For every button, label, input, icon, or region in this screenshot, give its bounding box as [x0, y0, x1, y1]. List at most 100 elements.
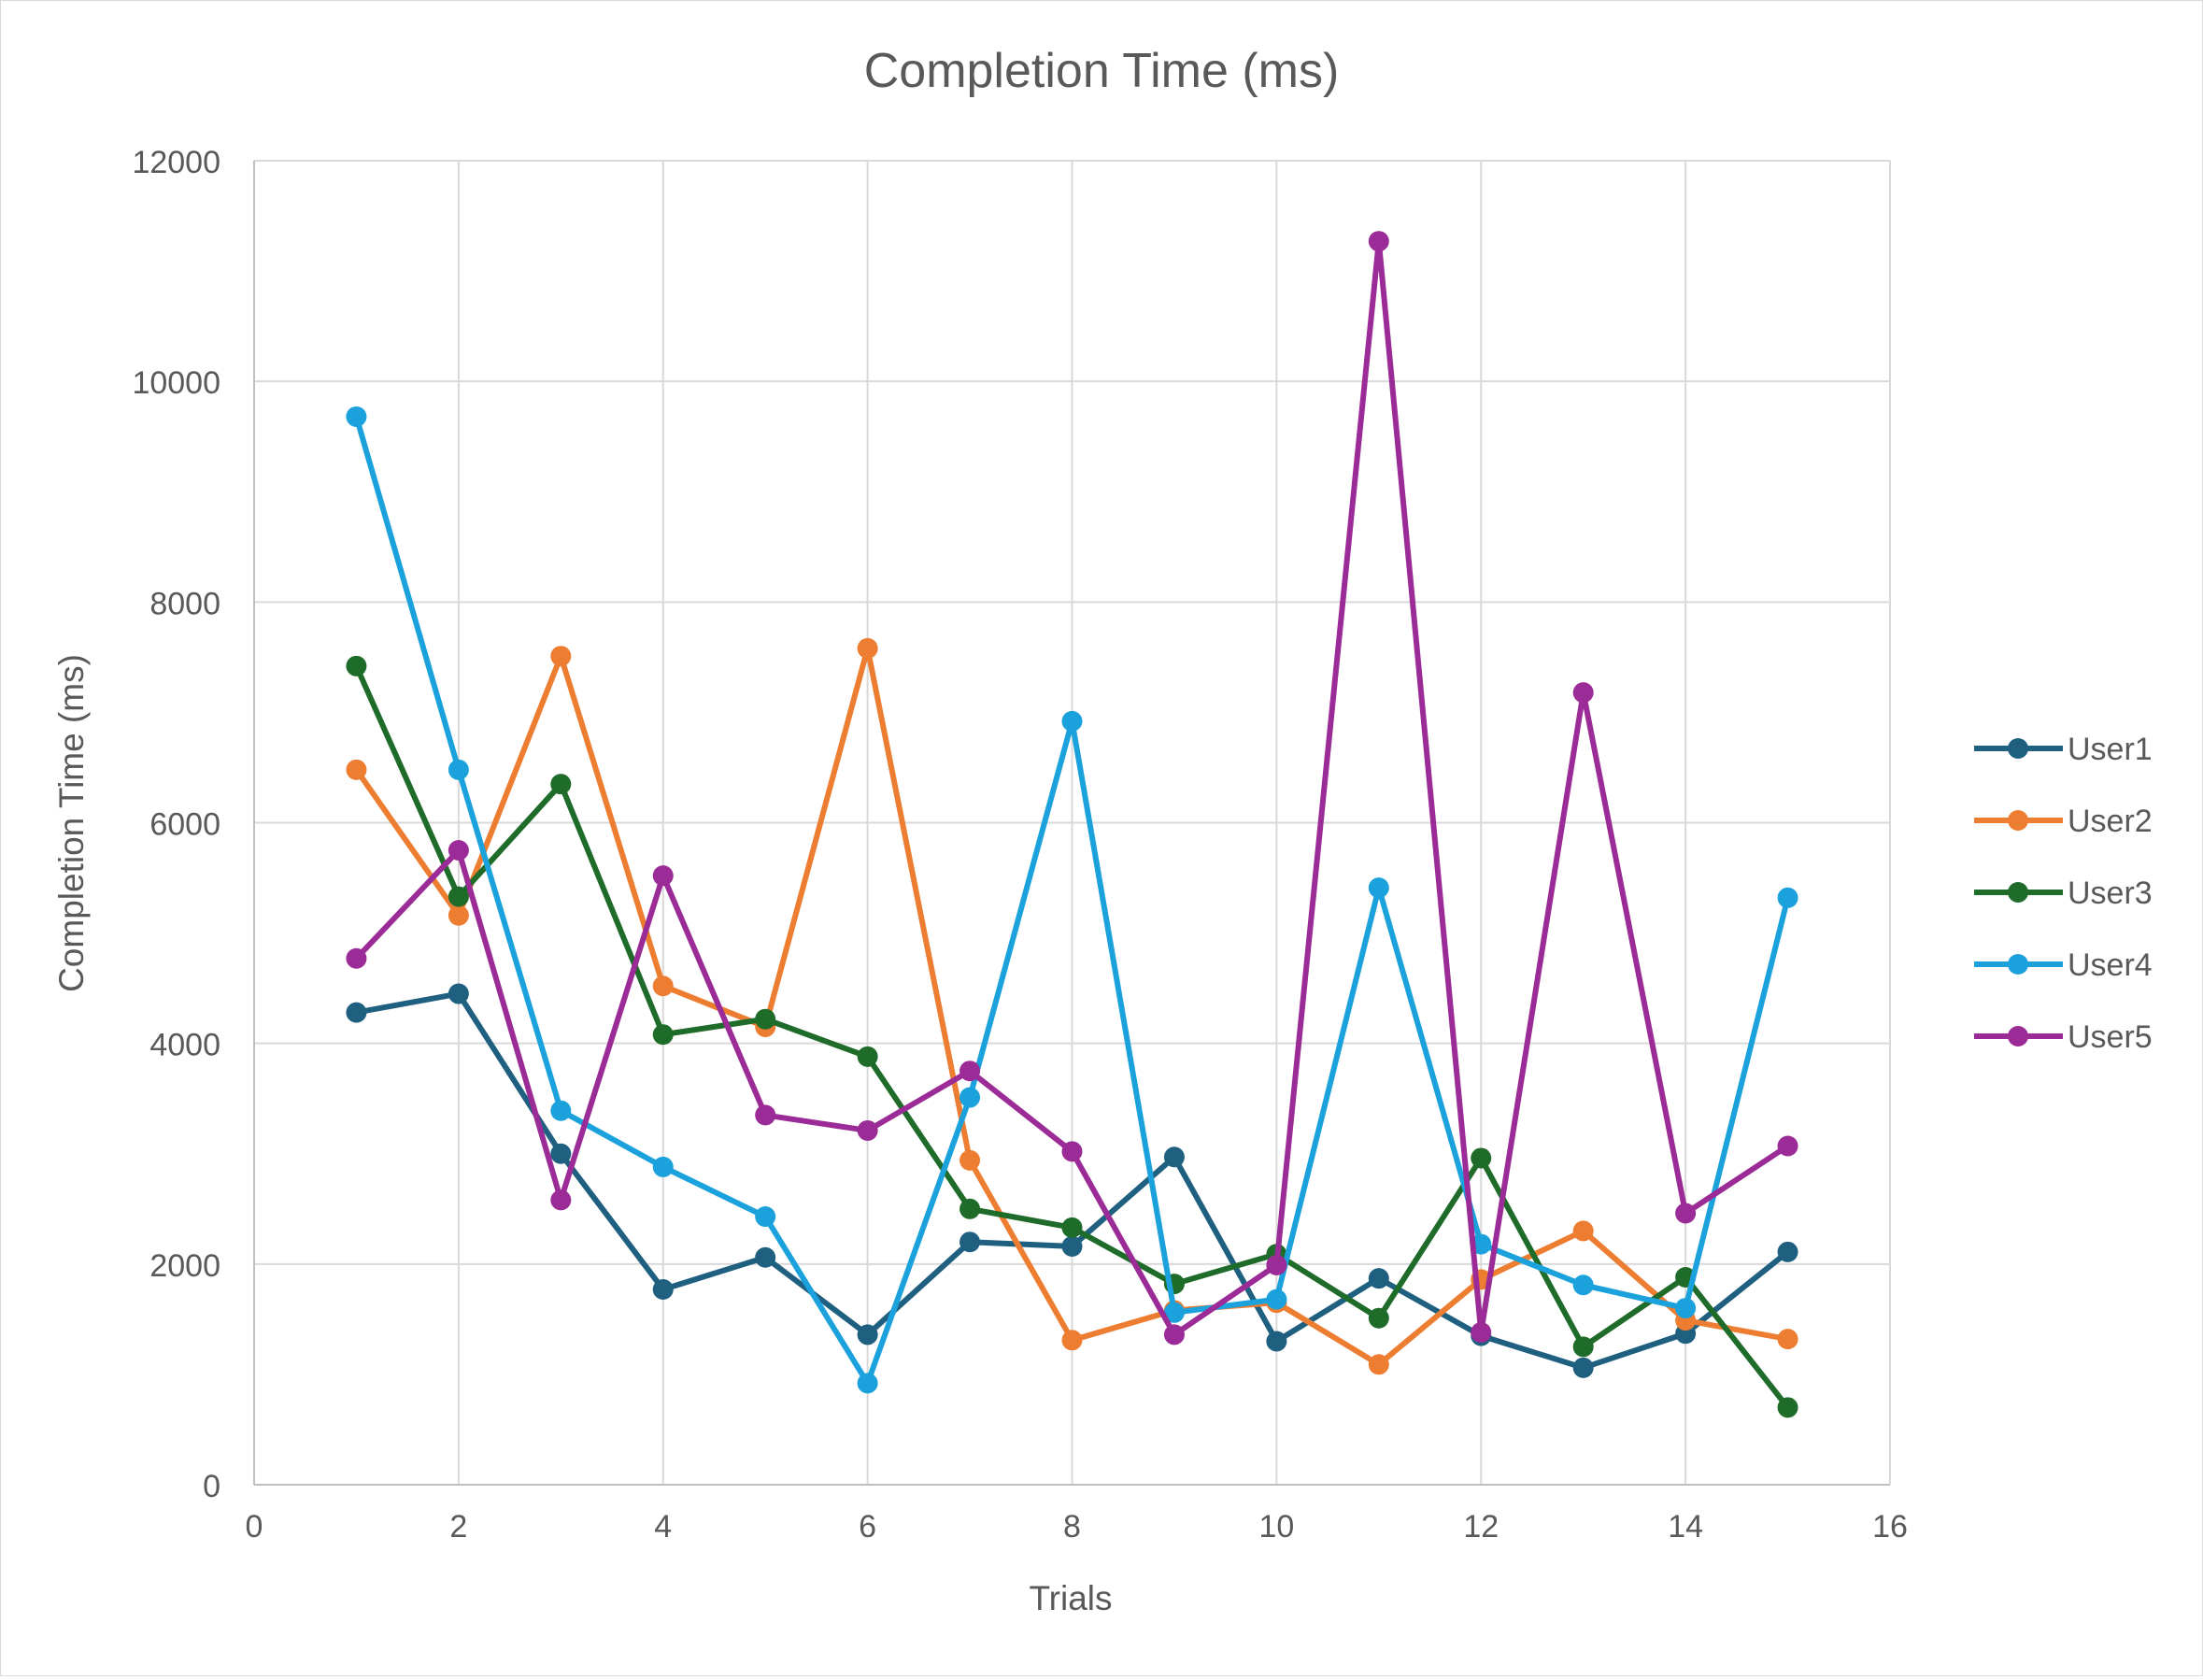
data-point [448, 840, 469, 861]
data-point [1163, 1324, 1185, 1345]
series-group [346, 231, 1798, 1418]
y-tick-label: 6000 [149, 807, 220, 843]
data-point [1368, 877, 1389, 899]
data-point [1572, 1336, 1594, 1358]
legend-item: User1 [1974, 732, 2153, 767]
data-point [346, 947, 367, 969]
legend-label: User3 [2068, 876, 2153, 911]
x-tick-label: 16 [1872, 1509, 1908, 1545]
legend-marker [2008, 1026, 2028, 1046]
data-point [755, 1008, 776, 1030]
data-point [448, 904, 469, 926]
legend: User1 User2 User3 User4 User5 [1974, 732, 2153, 1055]
x-tick-label: 6 [859, 1509, 876, 1545]
x-tick-label: 4 [654, 1509, 672, 1545]
data-point [1777, 1329, 1798, 1350]
x-axis-label: Trials [1029, 1579, 1112, 1617]
data-point [857, 1373, 878, 1394]
data-point [1061, 1217, 1083, 1238]
data-point [1266, 1255, 1287, 1276]
data-point [1777, 887, 1798, 908]
data-point [652, 1278, 674, 1300]
data-point [1061, 1235, 1083, 1257]
y-tick-label: 0 [203, 1469, 220, 1504]
data-point [857, 1324, 878, 1345]
data-point [1061, 1141, 1083, 1162]
legend-marker [2008, 810, 2028, 831]
data-point [959, 1061, 981, 1082]
data-point [550, 1100, 572, 1121]
data-point [1572, 682, 1594, 704]
data-point [755, 1104, 776, 1126]
data-point [1471, 1322, 1492, 1344]
legend-item: User4 [1974, 947, 2153, 983]
data-point [550, 1143, 572, 1164]
data-point [652, 975, 674, 997]
legend-marker [2008, 882, 2028, 903]
chart-title: Completion Time (ms) [864, 44, 1340, 98]
x-tick-label: 2 [449, 1509, 467, 1545]
data-point [1061, 1330, 1083, 1351]
x-tick-label: 8 [1063, 1509, 1081, 1545]
data-point [346, 655, 367, 676]
data-point [1368, 1354, 1389, 1375]
legend-marker [2008, 954, 2028, 975]
data-point [857, 637, 878, 659]
data-point [346, 759, 367, 780]
legend-label: User5 [2068, 1019, 2153, 1055]
data-point [1572, 1357, 1594, 1378]
data-point [550, 774, 572, 795]
data-point [1266, 1331, 1287, 1352]
legend-label: User2 [2068, 804, 2153, 839]
data-point [1163, 1146, 1185, 1168]
data-point [1368, 1268, 1389, 1289]
x-tick-label: 0 [246, 1509, 263, 1545]
x-tick-label: 14 [1668, 1509, 1703, 1545]
data-point [448, 886, 469, 907]
data-point [1368, 231, 1389, 252]
y-tick-label: 12000 [132, 145, 220, 180]
data-point [959, 1198, 981, 1219]
legend-item: User5 [1974, 1019, 2153, 1055]
data-point [1572, 1274, 1594, 1296]
y-axis-label: Completion Time (ms) [52, 654, 91, 992]
data-point [1572, 1220, 1594, 1242]
data-point [1061, 710, 1083, 732]
data-point [652, 1156, 674, 1177]
y-tick-label: 2000 [149, 1248, 220, 1284]
data-point [346, 406, 367, 427]
data-point [755, 1206, 776, 1228]
data-point [959, 1087, 981, 1108]
data-point [550, 646, 572, 667]
data-point [1675, 1298, 1697, 1319]
data-point [448, 983, 469, 1004]
x-tick-label: 12 [1463, 1509, 1499, 1545]
legend-item: User3 [1974, 876, 2153, 911]
axes: 0 2000 4000 6000 8000 10000 12000 0 2 4 6 8 10 12 14 16 [132, 145, 1907, 1545]
legend-item: User2 [1974, 804, 2153, 839]
data-point [959, 1232, 981, 1253]
data-point [1777, 1135, 1798, 1157]
data-point [755, 1246, 776, 1268]
legend-marker [2008, 738, 2028, 759]
legend-label: User4 [2068, 947, 2153, 983]
data-point [959, 1149, 981, 1171]
series-user5 [346, 231, 1798, 1345]
data-point [1163, 1302, 1185, 1323]
data-point [1368, 1307, 1389, 1329]
data-point [1266, 1288, 1287, 1310]
series-user4 [346, 406, 1798, 1394]
y-tick-label: 8000 [149, 586, 220, 621]
data-point [857, 1046, 878, 1067]
data-point [1675, 1203, 1697, 1224]
data-point [652, 865, 674, 887]
data-point [652, 1024, 674, 1046]
data-point [857, 1119, 878, 1141]
data-point [448, 759, 469, 780]
legend-label: User1 [2068, 732, 2153, 767]
y-tick-label: 4000 [149, 1028, 220, 1063]
data-point [346, 1002, 367, 1023]
data-point [550, 1189, 572, 1211]
